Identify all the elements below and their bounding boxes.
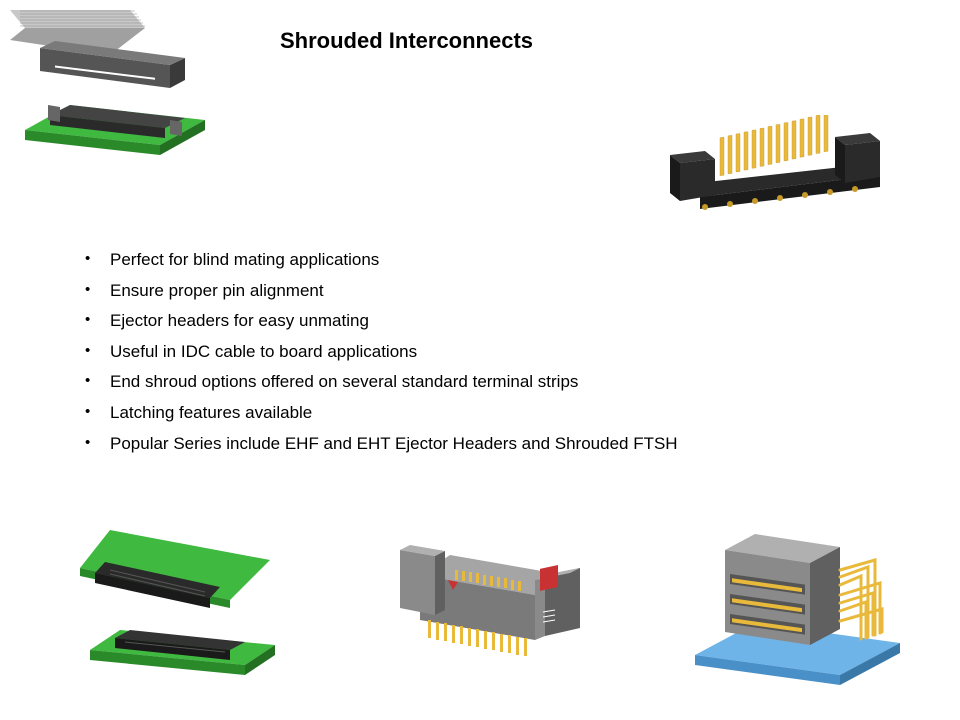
list-item: Popular Series include EHF and EHT Eject… [75,429,905,460]
board-to-board-icon [70,520,290,690]
list-item: Ejector headers for easy unmating [75,306,905,337]
list-item: Perfect for blind mating applications [75,245,905,276]
list-item: Latching features available [75,398,905,429]
connector-cable-to-board-icon [10,10,220,175]
shrouded-header-icon [650,115,905,220]
stacked-connector-icon [680,515,910,690]
feature-list: Perfect for blind mating applications En… [75,245,905,459]
ejector-header-icon [370,520,600,690]
list-item: End shroud options offered on several st… [75,367,905,398]
list-item: Useful in IDC cable to board application… [75,337,905,368]
page-title: Shrouded Interconnects [280,28,780,54]
list-item: Ensure proper pin alignment [75,276,905,307]
